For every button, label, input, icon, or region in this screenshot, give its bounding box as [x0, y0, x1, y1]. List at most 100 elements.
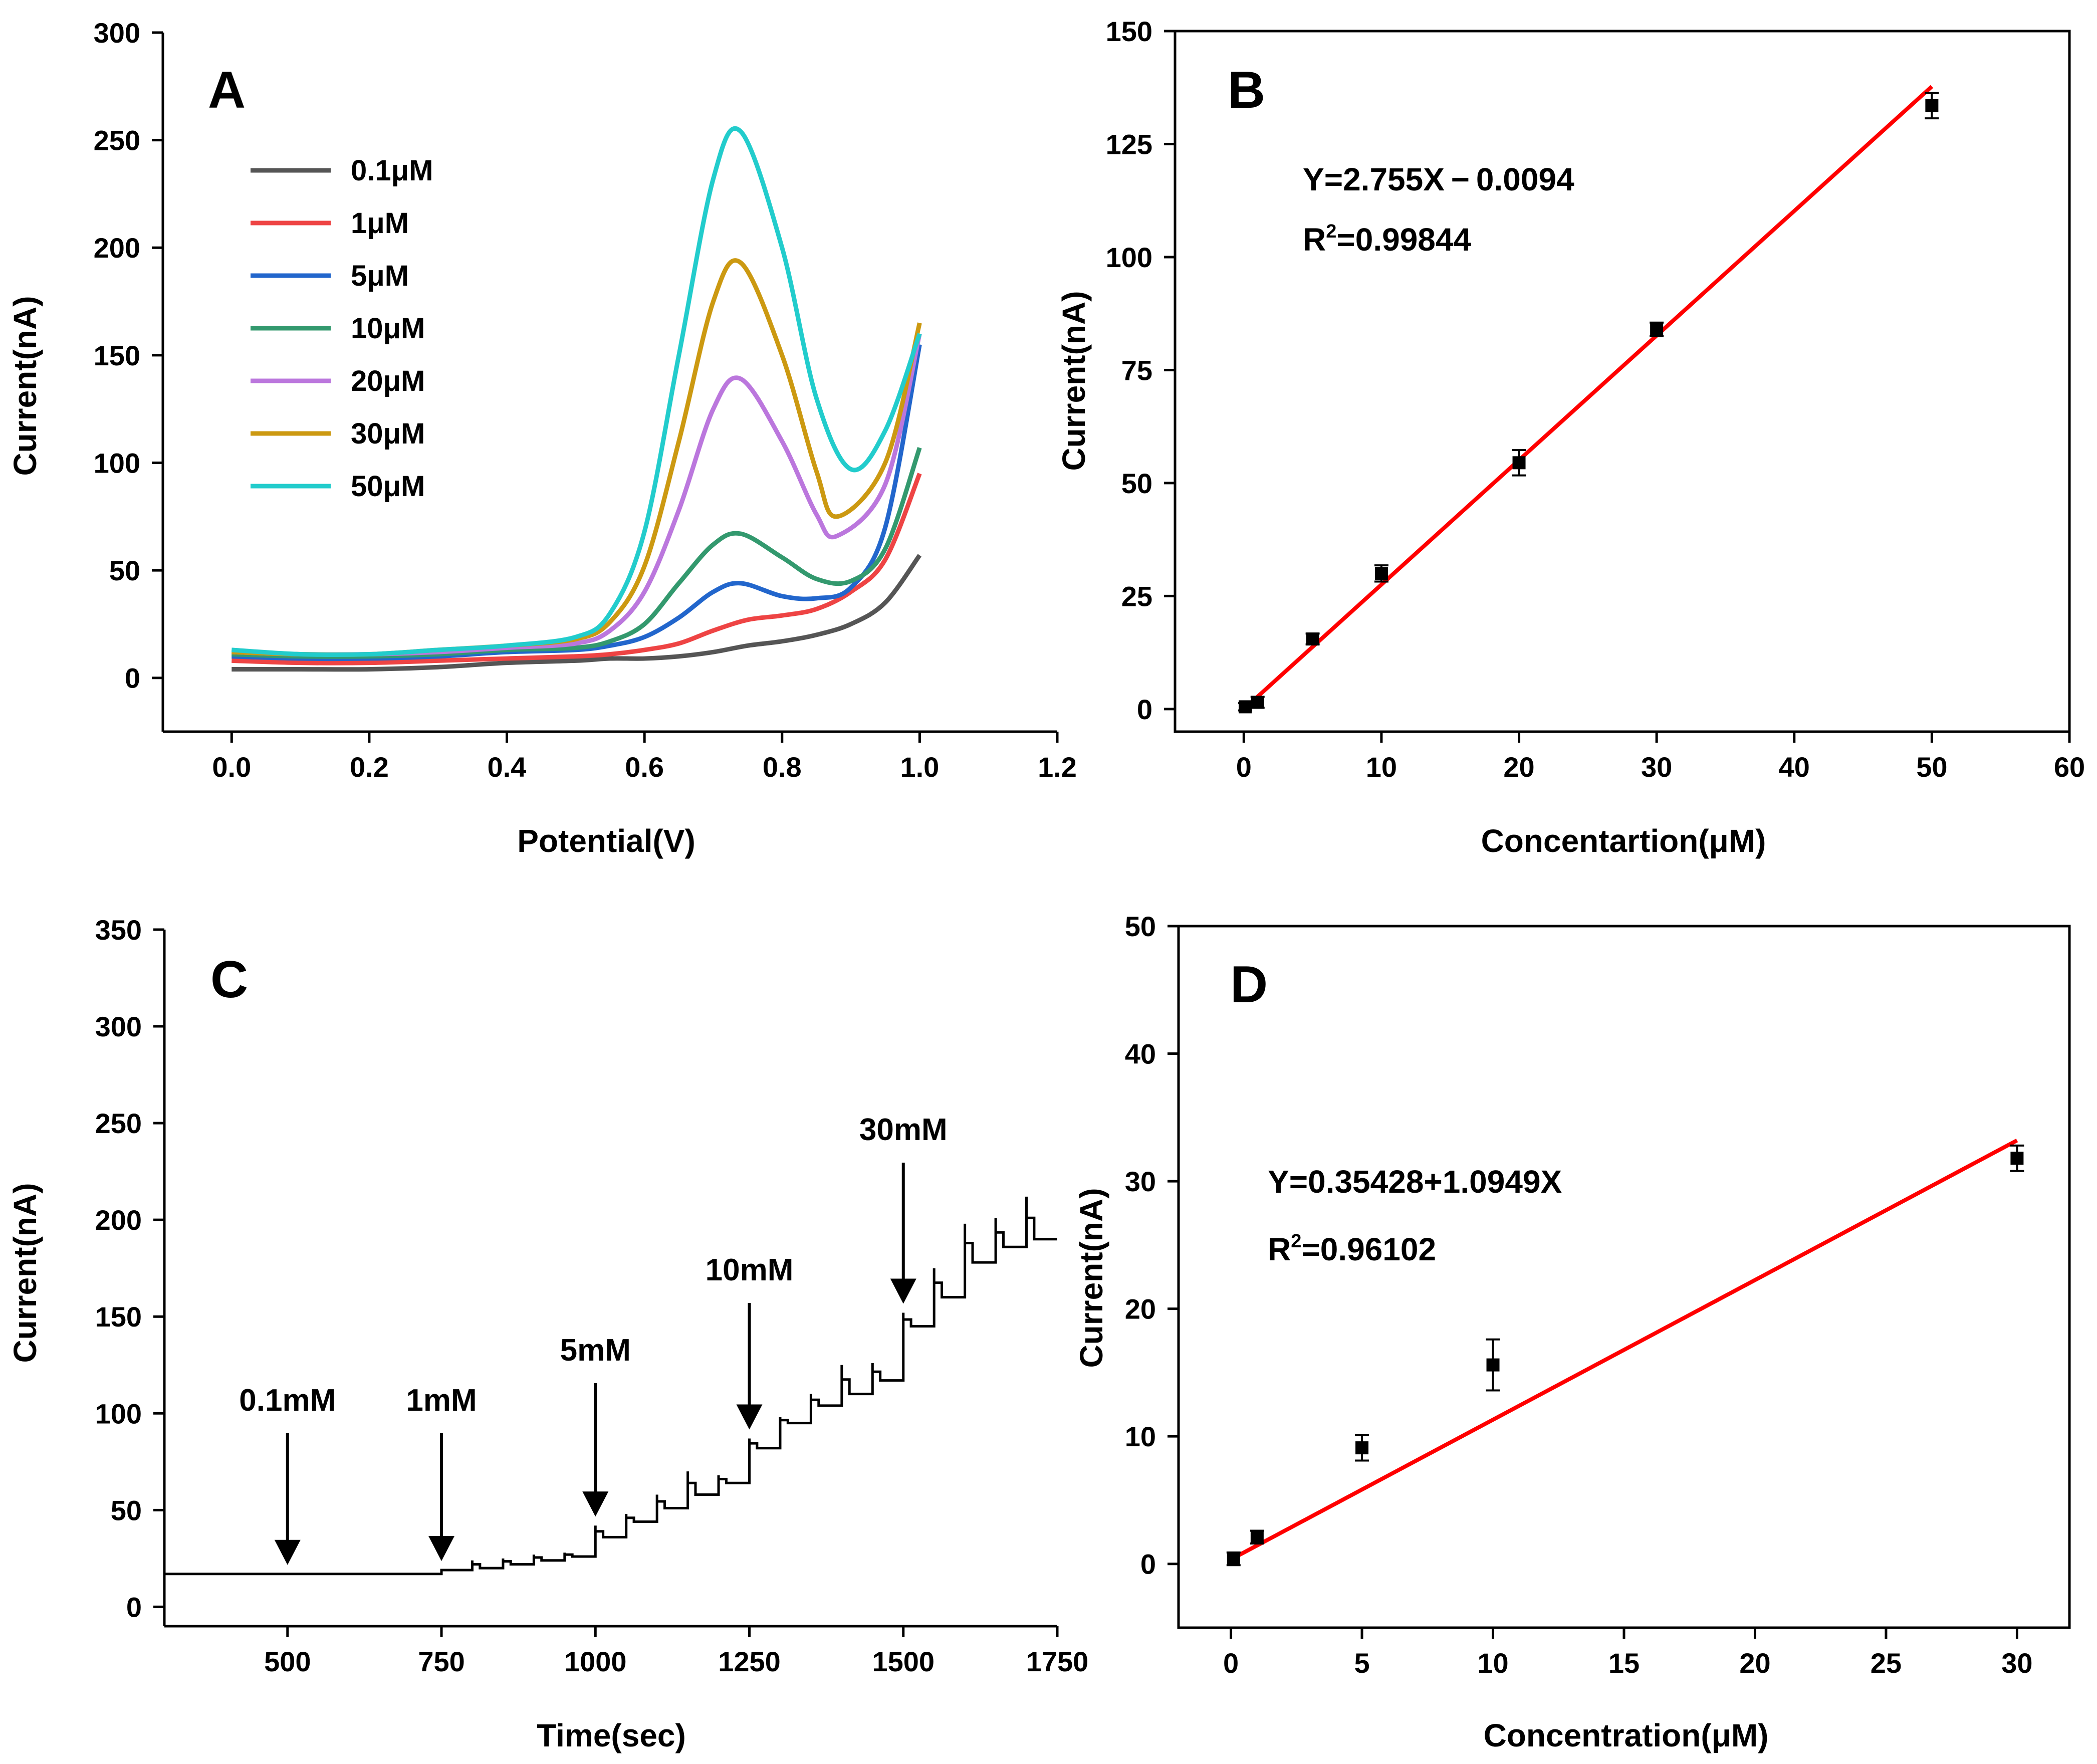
panel-c: C Current(nA) Time(sec) 500 750 1000 1250 15…	[7, 914, 1088, 1753]
panel-b-x-tick-label: 40	[1779, 751, 1810, 783]
panel-d-ticks: 0 5 10 15 20 25 30 0 10 20 30 40 50	[1125, 911, 2033, 1679]
panel-c-x-title: Time(sec)	[537, 1717, 686, 1753]
panel-d-letter: D	[1230, 956, 1268, 1014]
panel-b-y-tick-label: 75	[1121, 354, 1152, 386]
panel-c-y-tick-label: 300	[95, 1011, 142, 1042]
panel-b-y-tick-label: 50	[1121, 468, 1152, 499]
panel-d-fit-line	[1230, 1139, 2018, 1562]
panel-b-x-title: Concentartion(μM)	[1481, 823, 1766, 859]
panel-b-data-point	[1925, 99, 1939, 112]
panel-c-y-tick-label: 250	[95, 1108, 142, 1139]
panel-d-x-tick-label: 15	[1608, 1647, 1640, 1679]
panel-c-x-tick-label: 1750	[1026, 1646, 1089, 1677]
panel-a: A Current(nA) Potential(V) 0.0 0.2 0.4 0.6 0…	[7, 17, 1077, 859]
panel-b-x-tick-label: 0	[1236, 751, 1252, 783]
panel-a-legend-label: 30μM	[351, 417, 425, 450]
panel-c-current-trace	[164, 1196, 1057, 1576]
panel-a-x-tick-label: 0.8	[763, 751, 802, 783]
panel-d-y-tick-label: 20	[1125, 1293, 1156, 1325]
panel-c-trace	[164, 1196, 1057, 1576]
panel-b-x-tick-label: 50	[1916, 751, 1947, 783]
panel-a-legend-label: 1μM	[351, 207, 409, 240]
panel-a-legend-label: 5μM	[351, 260, 409, 292]
panel-d-data-point	[1250, 1530, 1264, 1544]
panel-d-x-tick-label: 30	[2001, 1647, 2032, 1679]
panel-c-y-tick-label: 50	[111, 1494, 142, 1526]
panel-c-x-tick-label: 1000	[564, 1646, 627, 1677]
panel-b-ticks: 0 10 20 30 40 50 60 0 25 50 75 100 125 150	[1106, 16, 2085, 783]
panel-b-x-tick-label: 30	[1641, 751, 1672, 783]
panel-c-y-tick-label: 0	[126, 1591, 142, 1623]
panel-a-x-tick-label: 1.0	[900, 751, 939, 783]
panel-c-arrow-head	[582, 1491, 609, 1517]
panel-c-x-tick-label: 1500	[872, 1646, 935, 1677]
panel-b-y-tick-label: 150	[1106, 16, 1152, 47]
panel-d-data-point	[1355, 1441, 1369, 1455]
panel-b-frame	[1174, 30, 2071, 733]
panel-c-y-tick-label: 150	[95, 1301, 142, 1333]
panel-d-y-tick-label: 40	[1125, 1038, 1156, 1070]
panel-d-y-tick-label: 0	[1140, 1549, 1156, 1580]
panel-a-y-title: Current(nA)	[7, 296, 43, 476]
panel-d-y-tick-label: 10	[1125, 1421, 1156, 1452]
panel-a-y-tick-label: 300	[94, 17, 140, 49]
panel-b-data-point	[1251, 696, 1264, 709]
panel-b-x-tick-label: 20	[1503, 751, 1534, 783]
panel-b-letter: B	[1228, 61, 1265, 119]
panel-a-series-line	[231, 554, 922, 672]
panel-a-series-line	[231, 447, 922, 659]
panel-a-series-line	[231, 473, 922, 666]
panel-a-series	[231, 126, 922, 672]
panel-a-legend-label: 10μM	[351, 312, 425, 345]
panel-a-x-tick-label: 0.2	[350, 751, 389, 783]
panel-b-x-tick-label: 60	[2054, 751, 2085, 783]
panel-a-y-tick-label: 100	[94, 447, 140, 479]
panel-a-y-tick-label: 150	[94, 340, 140, 371]
panel-a-y-tick-label: 250	[94, 125, 140, 156]
panel-c-arrow-label: 30mM	[859, 1113, 948, 1147]
panel-b-r-squared: R2=0.99844	[1303, 221, 1471, 258]
panel-d-y-tick-label: 50	[1125, 911, 1156, 942]
panel-c-arrow-head	[890, 1278, 916, 1304]
panel-a-series-line	[231, 126, 922, 657]
panel-c-arrow-head	[736, 1404, 763, 1430]
panel-a-legend: 0.1μM 1μM 5μM 10μM 20μM 30μM 50μM	[251, 154, 433, 503]
panel-b-data-point	[1650, 323, 1664, 336]
panel-a-x-tick-label: 0.4	[488, 751, 527, 783]
panel-c-arrow-label: 1mM	[406, 1383, 477, 1418]
panel-c-arrow-head	[428, 1536, 455, 1562]
panel-c-letter: C	[210, 951, 248, 1009]
panel-a-x-tick-label: 0.6	[625, 751, 664, 783]
panel-d-r-squared: R2=0.96102	[1268, 1231, 1436, 1267]
panel-a-legend-label: 0.1μM	[351, 154, 433, 187]
panel-c-arrow-label: 5mM	[560, 1333, 631, 1368]
panel-d-data-point	[1227, 1552, 1240, 1566]
panel-c-y-title: Current(nA)	[7, 1183, 43, 1363]
panel-c-ticks: 500 750 1000 1250 1500 1750 0 50 100 150 200 250 300…	[95, 914, 1089, 1677]
panel-d-plot	[1226, 1139, 2024, 1567]
panel-d-frame	[1177, 925, 2071, 1629]
panel-c-y-tick-label: 100	[95, 1398, 142, 1429]
panel-b-data-point	[1239, 700, 1252, 714]
panel-a-series-line	[231, 333, 922, 657]
panel-d-x-tick-label: 25	[1871, 1647, 1902, 1679]
panel-d-y-title: Current(nA)	[1073, 1188, 1109, 1368]
panel-a-legend-label: 50μM	[351, 470, 425, 503]
panel-a-series-line	[231, 258, 922, 657]
panel-d-x-tick-label: 5	[1354, 1647, 1369, 1679]
panel-b-y-tick-label: 0	[1137, 694, 1152, 725]
panel-a-y-tick-label: 50	[109, 555, 140, 586]
panel-b-data-point	[1512, 456, 1526, 470]
panel-a-letter: A	[208, 61, 246, 119]
panel-d-x-tick-label: 0	[1223, 1647, 1239, 1679]
panel-a-y-tick-label: 0	[125, 663, 140, 694]
panel-b-y-tick-label: 100	[1106, 242, 1152, 273]
panel-d-data-point	[2010, 1152, 2024, 1165]
panel-b-fit-line	[1242, 85, 1934, 711]
panel-c-x-tick-label: 500	[264, 1646, 311, 1677]
panel-a-x-tick-label: 1.2	[1038, 751, 1077, 783]
panel-a-legend-label: 20μM	[351, 365, 425, 397]
panel-b-y-tick-label: 125	[1106, 128, 1152, 160]
panel-a-y-tick-label: 200	[94, 232, 140, 264]
panel-b-x-tick-label: 10	[1366, 751, 1397, 783]
